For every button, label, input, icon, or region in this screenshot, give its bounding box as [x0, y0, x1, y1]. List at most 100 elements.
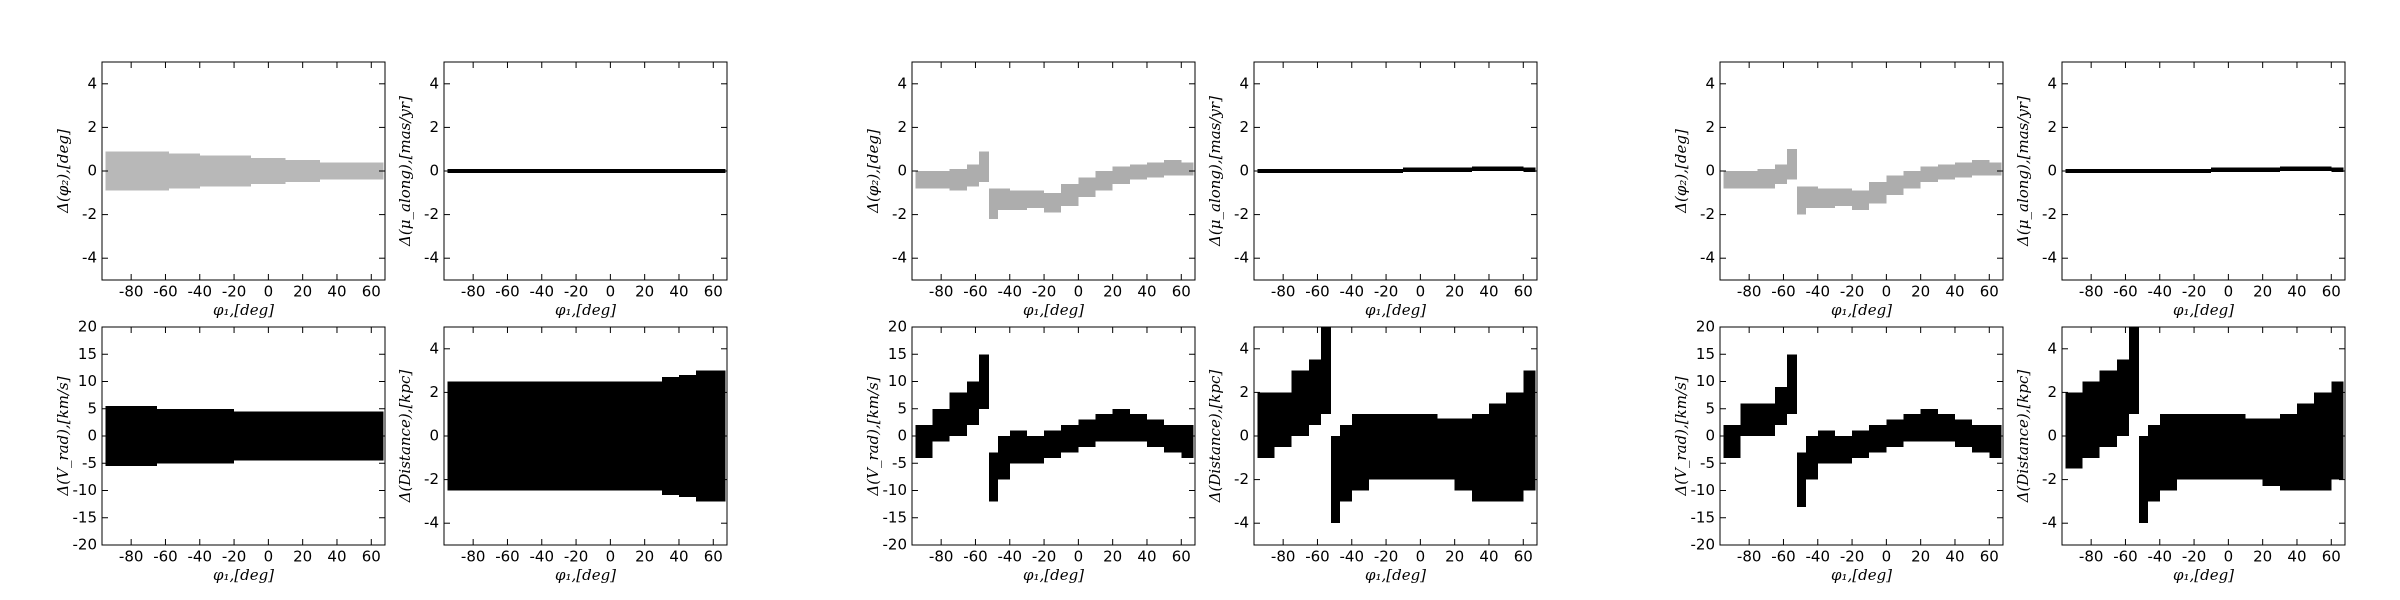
density-band: [1129, 164, 1147, 180]
density-band: [2211, 167, 2229, 173]
density-band: [915, 425, 933, 458]
panel: -80 -60 -40 -20 0 20 40 60-4-2024φ₁,[deg]Δ(φ₂),…: [54, 61, 386, 319]
y-axis-label: Δ(φ₂),[deg]: [1672, 129, 1690, 214]
x-tick-label: 20: [1911, 548, 1930, 566]
density-band: [1095, 171, 1113, 191]
x-tick-label: 20: [2253, 548, 2272, 566]
density-band: [1471, 166, 1489, 171]
density-band: [2159, 414, 2177, 491]
x-tick-label: -40: [998, 548, 1023, 566]
x-tick-label: -80: [1271, 548, 1296, 566]
density-band: [1852, 190, 1870, 211]
density-band: [529, 381, 542, 491]
x-tick-label: 0: [1416, 548, 1426, 566]
density-band: [2194, 414, 2212, 480]
panel: -80 -60 -40 -20 0 20 40 60-4-2024φ₁,[deg]Δ(Dist…: [396, 326, 728, 584]
density-band: [1903, 171, 1921, 189]
y-tick-label: 4: [87, 74, 97, 92]
x-tick-label: 40: [1479, 548, 1498, 566]
y-tick-label: -10: [73, 481, 98, 499]
x-tick-label: -80: [461, 548, 486, 566]
density-band: [1757, 403, 1775, 436]
density-band: [1774, 164, 1787, 185]
y-tick-label: -2: [82, 205, 97, 223]
density-band: [1937, 414, 1955, 442]
density-band: [302, 160, 320, 182]
y-tick-label: -20: [73, 536, 98, 554]
x-tick-label: 0: [1074, 283, 1084, 301]
x-tick-label: -80: [1737, 548, 1762, 566]
density-band: [713, 370, 726, 502]
x-axis-label: φ₁,[deg]: [1023, 301, 1084, 319]
x-axis-label: φ₁,[deg]: [1831, 566, 1892, 584]
density-band: [1403, 414, 1421, 480]
y-tick-label: 4: [429, 339, 439, 357]
density-band: [302, 411, 320, 461]
y-tick-label: 0: [1705, 162, 1715, 180]
density-band: [1506, 166, 1524, 171]
density-band: [1852, 430, 1870, 458]
x-tick-label: -20: [1840, 283, 1865, 301]
x-tick-label: 0: [264, 283, 274, 301]
density-band: [1523, 167, 1536, 173]
density-band: [139, 406, 157, 466]
panel: -80 -60 -40 -20 0 20 40 60-4-2024φ₁,[deg]Δ(μ_al…: [396, 61, 728, 319]
density-band: [498, 168, 511, 174]
density-band: [251, 411, 269, 461]
x-tick-label: -80: [1271, 283, 1296, 301]
density-band: [2211, 414, 2229, 480]
y-tick-label: -2: [1234, 470, 1249, 488]
density-band: [234, 411, 252, 461]
density-band: [949, 392, 967, 436]
y-tick-label: 4: [429, 74, 439, 92]
x-tick-label: 20: [2253, 283, 2272, 301]
density-band: [978, 354, 990, 409]
x-tick-label: -60: [963, 283, 988, 301]
density-band: [2147, 425, 2160, 502]
density-band: [1386, 414, 1404, 480]
density-band: [1331, 436, 1340, 524]
density-band: [1146, 419, 1165, 447]
density-band: [1274, 392, 1292, 447]
x-axis-label: φ₁,[deg]: [213, 301, 274, 319]
panel: -80 -60 -40 -20 0 20 40 60-4-2024φ₁,[deg]Δ(μ_al…: [2014, 61, 2346, 319]
x-axis-label: φ₁,[deg]: [213, 566, 274, 584]
panel: -80 -60 -40 -20 0 20 40 60-4-2024φ₁,[deg]Δ(μ_al…: [1206, 61, 1538, 319]
density-band: [1920, 166, 1938, 182]
y-tick-label: 10: [78, 372, 97, 390]
y-tick-label: -4: [424, 514, 439, 532]
y-axis-label: Δ(V_rad),[km/s]: [864, 376, 882, 496]
y-tick-label: 4: [2047, 74, 2057, 92]
x-tick-label: -60: [495, 548, 520, 566]
density-band: [1437, 167, 1455, 173]
x-tick-label: 20: [1445, 548, 1464, 566]
y-tick-label: 20: [78, 318, 97, 336]
y-tick-label: 15: [888, 345, 907, 363]
x-tick-label: -20: [1032, 283, 1057, 301]
density-band: [2159, 168, 2177, 174]
x-tick-label: -80: [2079, 283, 2104, 301]
y-axis-label: Δ(V_rad),[km/s]: [1672, 376, 1690, 496]
density-band: [319, 162, 337, 180]
y-tick-label: -4: [82, 249, 97, 267]
x-tick-label: 60: [2322, 548, 2341, 566]
y-tick-label: 5: [1705, 399, 1715, 417]
density-band: [251, 157, 269, 185]
y-axis-label: Δ(Distance),[kpc]: [1206, 370, 1224, 504]
x-tick-label: 40: [327, 548, 346, 566]
density-band: [1403, 167, 1421, 173]
density-band: [696, 370, 714, 502]
x-tick-label: 40: [2287, 283, 2306, 301]
y-tick-label: 0: [897, 427, 907, 445]
x-axis-label: φ₁,[deg]: [2173, 301, 2234, 319]
x-tick-label: -40: [1340, 548, 1365, 566]
y-tick-label: 0: [2047, 162, 2057, 180]
density-band: [1523, 370, 1536, 491]
density-band: [593, 381, 611, 491]
density-band: [997, 436, 1010, 480]
density-band: [1920, 408, 1938, 442]
y-tick-label: 20: [888, 318, 907, 336]
y-tick-label: 0: [897, 162, 907, 180]
x-tick-label: -40: [2148, 283, 2173, 301]
y-tick-label: -5: [892, 454, 907, 472]
